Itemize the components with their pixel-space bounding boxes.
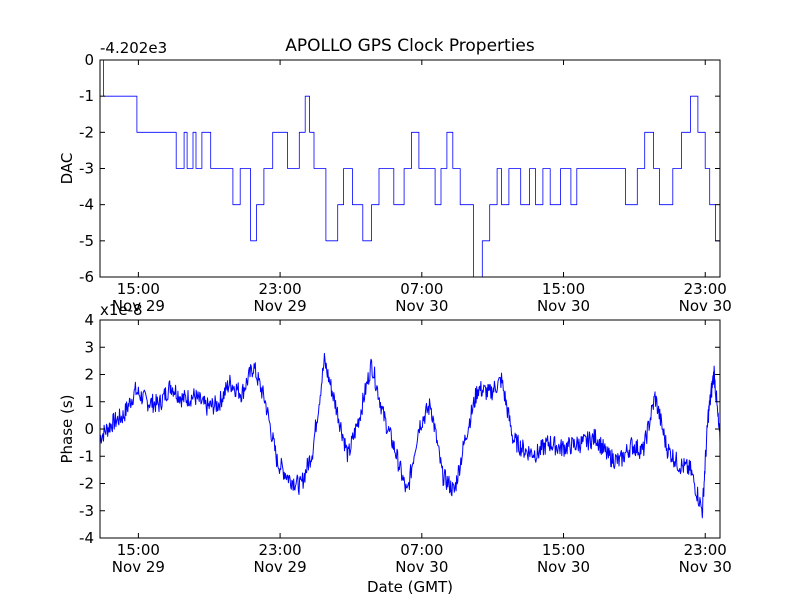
y-tick-label: -1	[79, 447, 94, 465]
x-tick-date: Nov 29	[112, 297, 165, 315]
y-tick-label: 2	[84, 366, 94, 384]
x-tick-date: Nov 30	[395, 558, 448, 576]
chart-title: APOLLO GPS Clock Properties	[285, 36, 535, 56]
y-tick-label: -3	[79, 160, 94, 178]
y-tick-label: 0	[84, 420, 94, 438]
y-tick-label: 3	[84, 338, 94, 356]
phase-offset-text: x1e-8	[100, 301, 143, 319]
y-tick-label: -4	[79, 529, 94, 547]
x-tick-time: 15:00	[542, 541, 585, 559]
x-tick-time: 07:00	[400, 541, 443, 559]
x-tick-time: 23:00	[258, 541, 301, 559]
dac-series	[100, 59, 721, 278]
x-tick-time: 15:00	[117, 541, 160, 559]
y-tick-label: -5	[79, 232, 94, 250]
dac-y-label: DAC	[58, 153, 76, 185]
x-tick-time: 15:00	[117, 280, 160, 298]
phase-plot-frame	[99, 319, 721, 539]
x-tick-date: Nov 30	[395, 297, 448, 315]
x-tick-time: 07:00	[400, 280, 443, 298]
y-tick-label: -6	[79, 268, 94, 286]
y-tick-label: 1	[84, 393, 94, 411]
phase-y-axis: 4 3 2 1 0 -1 -2 -3 -4	[79, 311, 720, 547]
x-tick-time: 23:00	[684, 541, 727, 559]
y-tick-label: 0	[84, 51, 94, 69]
x-tick-time: 23:00	[684, 280, 727, 298]
y-tick-label: -4	[79, 196, 94, 214]
phase-series	[99, 352, 721, 519]
x-tick-date: Nov 30	[537, 558, 590, 576]
series-line	[99, 352, 721, 519]
x-tick-date: Nov 30	[537, 297, 590, 315]
x-tick-date: Nov 30	[679, 558, 732, 576]
y-tick-label: -2	[79, 475, 94, 493]
x-tick-date: Nov 29	[254, 558, 307, 576]
dac-y-axis: 0 -1 -2 -3 -4 -5 -6	[79, 51, 720, 286]
y-tick-label: -3	[79, 502, 94, 520]
x-tick-time: 15:00	[542, 280, 585, 298]
series-line	[100, 59, 721, 278]
x-tick-time: 23:00	[258, 280, 301, 298]
y-tick-label: -2	[79, 123, 94, 141]
x-tick-date: Nov 29	[254, 297, 307, 315]
x-axis-label: Date (GMT)	[367, 578, 453, 596]
dac-offset-text: -4.202e3	[100, 39, 167, 57]
x-tick-date: Nov 30	[679, 297, 732, 315]
y-tick-label: 4	[84, 311, 94, 329]
x-tick-date: Nov 29	[112, 558, 165, 576]
phase-y-label: Phase (s)	[58, 394, 76, 463]
y-tick-label: -1	[79, 87, 94, 105]
